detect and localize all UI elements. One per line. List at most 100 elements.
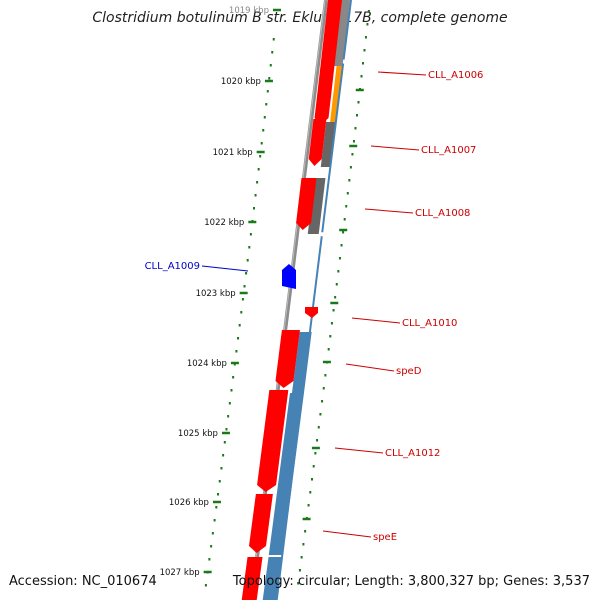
cds-arrow-CLL_A1009 <box>282 264 296 289</box>
ruler-dot <box>361 62 364 65</box>
ruler-dot <box>297 582 300 585</box>
ruler-dot <box>366 23 369 26</box>
ruler-dot <box>345 205 348 208</box>
ruler-dot <box>316 439 319 442</box>
ruler-dot <box>268 77 271 80</box>
cds-arrow-speD <box>275 330 300 388</box>
ruler-dot <box>213 519 216 522</box>
kbp-label: 1026 kbp <box>169 498 209 508</box>
gc-segment <box>307 178 326 234</box>
gene-label-speD[interactable]: speD <box>396 366 422 377</box>
ruler-dot <box>246 259 249 262</box>
ruler-dot <box>259 155 262 158</box>
kbp-label: 1019 kbp <box>229 6 269 16</box>
ruler-dot <box>249 233 252 236</box>
ruler-dot <box>346 192 349 195</box>
ruler-dot <box>227 415 230 418</box>
ruler-dot <box>355 114 358 117</box>
ruler-dot <box>321 400 324 403</box>
ruler-dot <box>254 194 257 197</box>
ruler-dot <box>217 493 220 496</box>
ruler-dot <box>262 129 265 132</box>
gc-skew-segment <box>268 393 304 555</box>
ruler-dot <box>204 584 207 587</box>
ruler-dot <box>340 244 343 247</box>
ruler-dot <box>354 127 357 130</box>
gene-label-CLL_A1006[interactable]: CLL_A1006 <box>428 70 483 81</box>
ruler-dot <box>271 51 274 54</box>
gene-label-CLL_A1007[interactable]: CLL_A1007 <box>421 145 476 156</box>
map-title: Clostridium botulinum B str. Eklund 17B,… <box>92 10 508 26</box>
ruler-dot <box>243 285 246 288</box>
kbp-label: 1021 kbp <box>213 148 253 158</box>
ruler-dot <box>256 181 259 184</box>
ruler-dot <box>272 38 275 41</box>
ruler-dot <box>363 49 366 52</box>
gc-skew-segment <box>291 332 312 393</box>
cds-arrow-CLL_A1007 <box>308 119 327 166</box>
ruler-dot <box>317 426 320 429</box>
ruler-dot <box>332 309 335 312</box>
kbp-label: 1020 kbp <box>221 77 261 87</box>
cds-arrow-next <box>241 557 263 600</box>
gene-label-CLL_A1008[interactable]: CLL_A1008 <box>415 208 470 219</box>
ruler-dot <box>210 545 213 548</box>
ruler-dot <box>327 348 330 351</box>
ruler-dot <box>364 36 367 39</box>
ruler-dot <box>334 296 337 299</box>
ruler-dot <box>349 166 352 169</box>
cds-arrow-speE <box>248 494 273 553</box>
ruler-dot <box>342 231 345 234</box>
kbp-label: 1027 kbp <box>160 568 200 578</box>
gc-edge <box>275 0 352 600</box>
topology-text: Topology: circular; Length: 3,800,327 bp… <box>232 574 590 589</box>
ruler-dot <box>330 322 333 325</box>
ruler-dot <box>269 64 272 67</box>
ruler-dot <box>263 116 266 119</box>
ruler-dot <box>208 558 211 561</box>
ruler-dot <box>309 491 312 494</box>
gene-label-line <box>364 208 414 214</box>
gene-label-line <box>345 363 395 372</box>
ruler-dot <box>357 101 360 104</box>
ruler-dot <box>222 454 225 457</box>
ruler-dot <box>215 506 218 509</box>
ruler-dot <box>230 389 233 392</box>
gene-label-line <box>322 530 372 538</box>
gene-label-CLL_A1010[interactable]: CLL_A1010 <box>402 318 457 329</box>
ruler-dot <box>266 90 269 93</box>
ruler-dot <box>343 218 346 221</box>
ruler-dot <box>304 530 307 533</box>
ruler-dot <box>228 402 231 405</box>
ruler-dot <box>253 207 256 210</box>
gc-skew-segment <box>330 66 343 122</box>
gc-segment <box>332 0 350 66</box>
ruler-dot <box>322 387 325 390</box>
gene-label-line <box>370 145 420 151</box>
cds-arrow-CLL_A1008 <box>296 178 317 230</box>
ruler-dot <box>260 142 263 145</box>
gene-label-CLL_A1012[interactable]: CLL_A1012 <box>385 448 440 459</box>
ruler-dot <box>348 179 351 182</box>
ruler-dot <box>240 311 243 314</box>
gene-label-speE[interactable]: speE <box>373 532 397 543</box>
ruler-dot <box>211 532 214 535</box>
ruler-dot <box>218 480 221 483</box>
ruler-dot <box>298 569 301 572</box>
ruler-dot <box>232 376 235 379</box>
ruler-dot <box>335 283 338 286</box>
ruler-dot <box>302 543 305 546</box>
gene-label-line <box>201 265 249 272</box>
ruler-dot <box>312 465 315 468</box>
ruler-dot <box>248 246 251 249</box>
ruler-dot <box>338 257 341 260</box>
cds-arrow-CLL_A1010 <box>305 307 318 318</box>
gene-label-line <box>351 317 401 324</box>
gc-segment <box>320 122 337 167</box>
gene-label-CLL_A1009[interactable]: CLL_A1009 <box>145 261 200 272</box>
ruler-dot <box>223 441 226 444</box>
ruler-dot <box>265 103 268 106</box>
ruler-dot <box>319 413 322 416</box>
ruler-dot <box>324 374 327 377</box>
